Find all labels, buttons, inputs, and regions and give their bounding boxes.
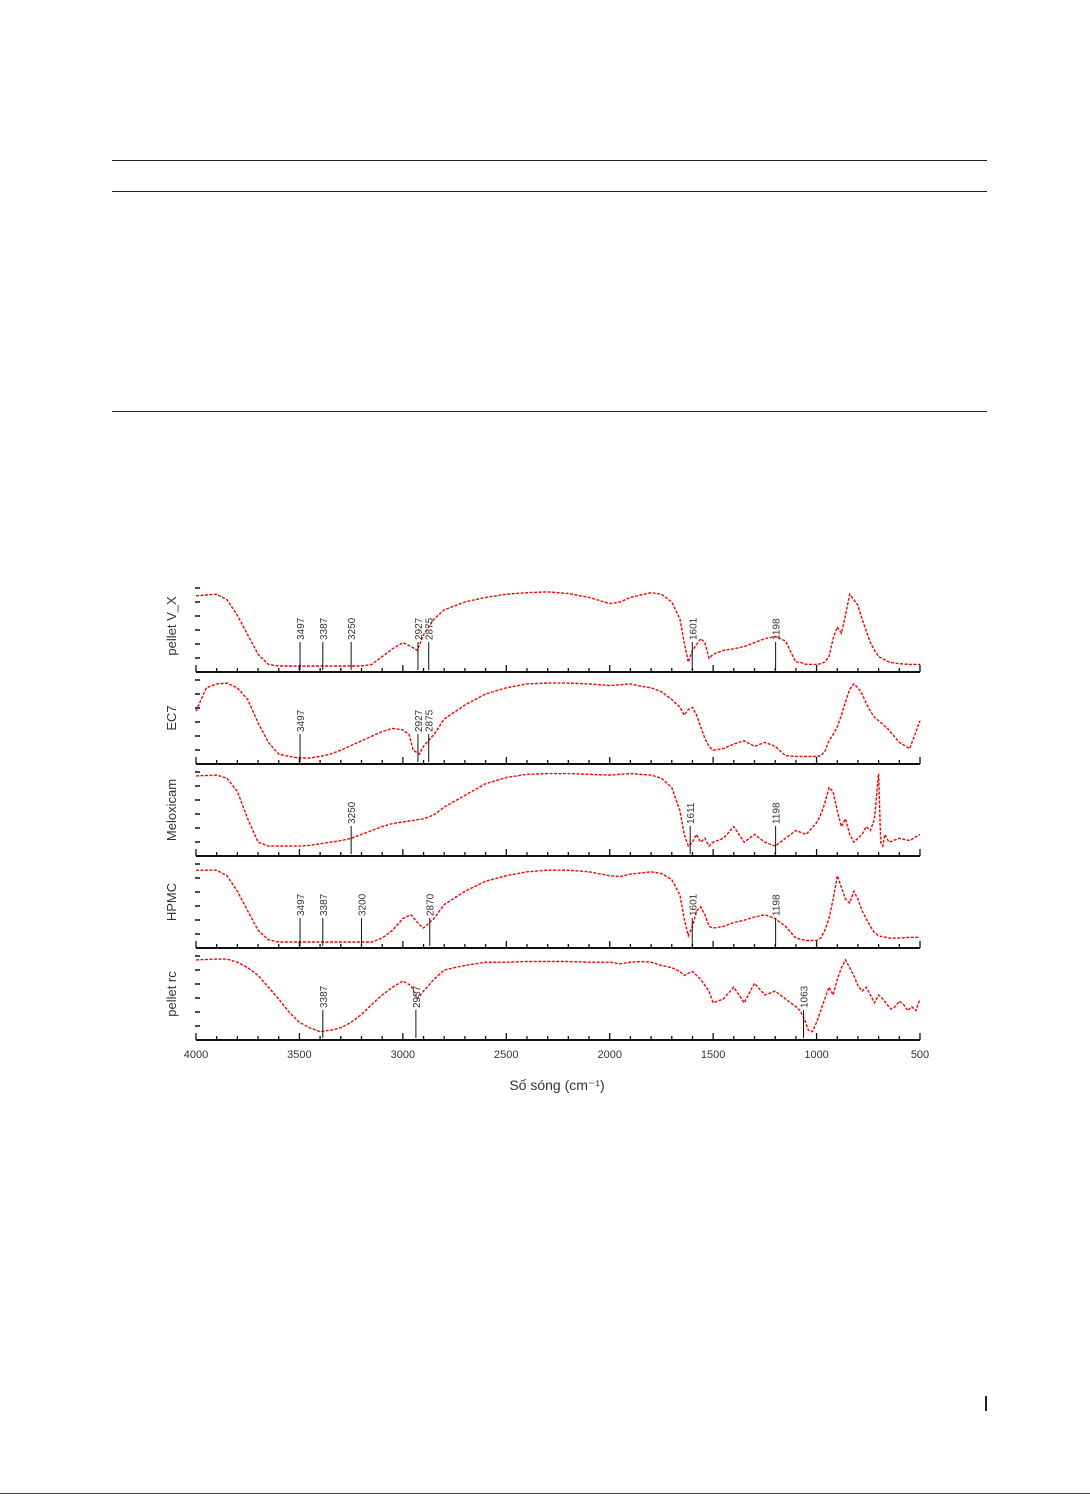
peak-label: 1063 [800, 985, 811, 1008]
ftir-spectra-chart: pellet V_X 3497 3387 3250 2927 2875 1601 1198EC… [164, 587, 929, 1093]
peak-label: 2937 [412, 985, 423, 1008]
peak-label: 2927 [414, 617, 425, 640]
peak-label: 3387 [319, 893, 330, 916]
spectrum-panel: HPMC 3497 3387 3200 2870 1601 1198 [164, 863, 921, 949]
peak-label: 2870 [426, 893, 437, 916]
x-axis-label: Số sóng (cm⁻¹) [509, 1077, 604, 1093]
spectrum-panel: pellet V_X 3497 3387 3250 2927 2875 1601 1198 [164, 587, 921, 673]
spectrum-panel: Meloxicam 3250 1611 1198 [164, 771, 921, 857]
series-label: EC7 [164, 705, 179, 730]
peak-label: 3497 [296, 709, 307, 732]
peak-label: 1198 [772, 618, 783, 640]
peak-label: 3387 [319, 617, 330, 640]
peak-label: 2875 [425, 617, 436, 640]
table-rule-bottom [112, 411, 987, 412]
peak-label: 1611 [686, 802, 697, 824]
spectrum-line [196, 869, 920, 943]
peak-label: 3250 [347, 617, 358, 640]
peak-label: 1601 [688, 617, 699, 640]
x-tick-label: 2500 [494, 1049, 518, 1061]
table-rule-header [112, 191, 987, 192]
x-tick-label: 1500 [701, 1049, 725, 1061]
page-number-marker [985, 1396, 987, 1411]
series-label: pellet V_X [164, 596, 179, 656]
peak-label: 3200 [357, 893, 368, 916]
peak-label: 3497 [296, 893, 307, 916]
spectrum-line [195, 682, 921, 759]
peak-label: 2927 [414, 709, 425, 732]
spectrum-panel: pellet rc 3387 2937 1063 [164, 955, 921, 1041]
x-tick-label: 3000 [391, 1049, 415, 1061]
page-bottom-rule [0, 1493, 1090, 1494]
peak-label: 1198 [772, 802, 783, 824]
peak-label: 2875 [425, 709, 436, 732]
series-label: Meloxicam [164, 779, 179, 841]
peak-label: 3497 [296, 617, 307, 640]
peak-label: 1198 [772, 894, 783, 916]
table-rule-top [112, 160, 987, 161]
peak-label: 3387 [319, 985, 330, 1008]
x-tick-label: 3500 [287, 1049, 311, 1061]
spectrum-line [195, 772, 921, 849]
x-tick-label: 4000 [184, 1049, 208, 1061]
spectrum-line [195, 591, 920, 667]
spectrum-line [195, 958, 921, 1033]
peak-label: 3250 [347, 801, 358, 824]
x-tick-label: 1000 [804, 1049, 828, 1061]
x-tick-label: 500 [911, 1049, 929, 1061]
series-label: pellet rc [164, 971, 179, 1017]
series-label: HPMC [164, 883, 179, 921]
spectrum-panel: EC7 3497 2927 2875 [164, 679, 921, 765]
x-tick-label: 2000 [597, 1049, 621, 1061]
peak-label: 1601 [688, 893, 699, 916]
